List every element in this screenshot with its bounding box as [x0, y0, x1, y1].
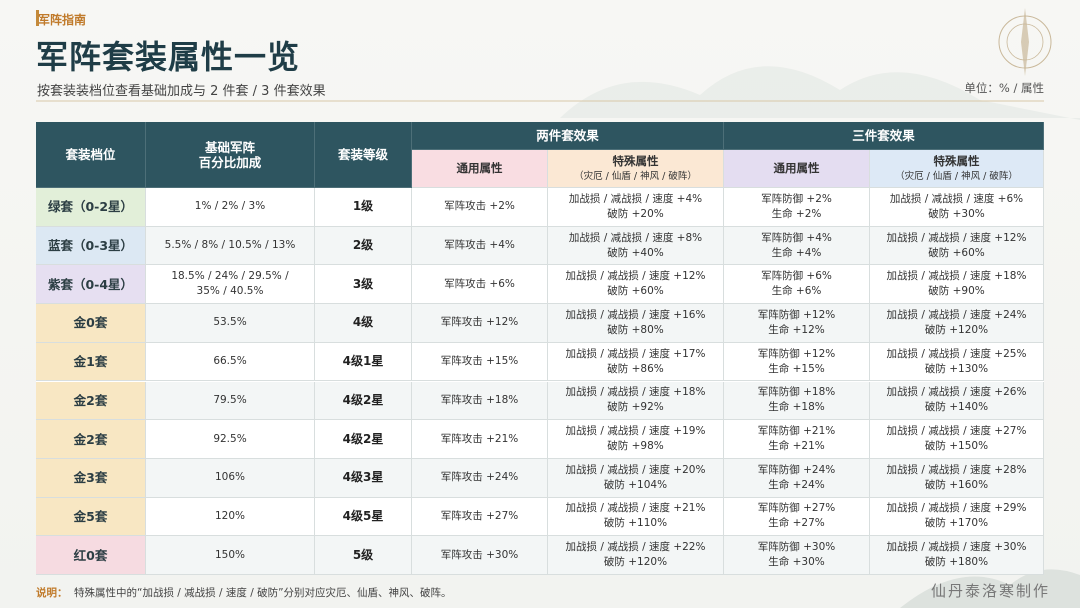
- cell-text: 加战损 / 减战损 / 速度 +29% 破防 +170%: [870, 497, 1044, 537]
- cell-text: 军阵攻击 +12%: [412, 304, 548, 343]
- signature: 仙丹泰洛寒制作: [930, 582, 1050, 600]
- cell-text: 1% / 2% / 3%: [146, 188, 315, 227]
- cell-text: 加战损 / 减战损 / 速度 +20% 破防 +104%: [548, 458, 724, 498]
- cell-text: 军阵攻击 +24%: [412, 458, 548, 498]
- cell-text: 92.5%: [146, 420, 315, 459]
- header-general: 通用属性: [412, 150, 548, 188]
- cell-text: 加战损 / 减战损 / 速度 +25% 破防 +130%: [870, 342, 1044, 382]
- cell-text: 军阵防御 +6% 生命 +6%: [724, 265, 870, 305]
- cell-text: 加战损 / 减战损 / 速度 +18% 破防 +90%: [870, 265, 1044, 305]
- cell-text: 加战损 / 减战损 / 速度 +18% 破防 +92%: [548, 381, 724, 421]
- cell-text: 加战损 / 减战损 / 速度 +30% 破防 +180%: [870, 536, 1044, 575]
- subtitle: 按套装装档位查看基础加成与 2 件套 / 3 件套效果: [37, 84, 326, 99]
- cell-text: 120%: [146, 497, 315, 537]
- footer-label: 说明：: [36, 587, 68, 599]
- cell-text: 军阵防御 +30% 生命 +30%: [724, 536, 870, 575]
- cell-text: 5.5% / 8% / 10.5% / 13%: [146, 226, 315, 266]
- header-special-note: （灾厄 / 仙盾 / 神风 / 破阵）: [574, 170, 697, 182]
- cell-text: 加战损 / 减战损 / 速度 +27% 破防 +150%: [870, 420, 1044, 459]
- cell-text: 150%: [146, 536, 315, 575]
- header-special: 特殊属性 （灾厄 / 仙盾 / 神风 / 破阵）: [548, 150, 724, 188]
- cell-text: 军阵防御 +2% 生命 +2%: [724, 188, 870, 227]
- cell-text: 军阵攻击 +2%: [412, 188, 548, 227]
- cell-text: 军阵攻击 +18%: [412, 381, 548, 421]
- cell-text: 军阵防御 +12% 生命 +15%: [724, 342, 870, 382]
- cell-text: 军阵防御 +24% 生命 +24%: [724, 458, 870, 498]
- cell-text: 加战损 / 减战损 / 速度 +21% 破防 +110%: [548, 497, 724, 537]
- header-special-note: （灾厄 / 仙盾 / 神风 / 破阵）: [895, 170, 1018, 182]
- cell-text: 加战损 / 减战损 / 速度 +4% 破防 +20%: [548, 188, 724, 227]
- header-two-piece: 两件套效果: [412, 122, 724, 150]
- cell-text: 军阵防御 +4% 生命 +4%: [724, 226, 870, 266]
- cell-text: 4级: [315, 304, 412, 343]
- cell-text: 加战损 / 减战损 / 速度 +17% 破防 +86%: [548, 342, 724, 382]
- header-special-title: 特殊属性: [933, 153, 980, 168]
- cell-text: 加战损 / 减战损 / 速度 +22% 破防 +120%: [548, 536, 724, 575]
- cell-text: 军阵攻击 +4%: [412, 226, 548, 266]
- cell-text: 加战损 / 减战损 / 速度 +12% 破防 +60%: [870, 226, 1044, 266]
- header-general: 通用属性: [724, 150, 870, 188]
- tier-cell: 金3套: [36, 458, 146, 498]
- tier-cell: 金0套: [36, 304, 146, 343]
- footer-note: 特殊属性中的“加战损 / 减战损 / 速度 / 破防”分别对应灾厄、仙盾、神风、…: [74, 587, 452, 599]
- cell-text: 4级2星: [315, 420, 412, 459]
- tier-cell: 金5套: [36, 497, 146, 537]
- header-special-title: 特殊属性: [612, 153, 659, 168]
- header-tier: 套装档位: [36, 122, 146, 188]
- title: 军阵套装属性一览: [36, 38, 301, 76]
- cell-text: 军阵攻击 +6%: [412, 265, 548, 305]
- tier-cell: 绿套（0-2星）: [36, 188, 146, 227]
- tier-cell: 蓝套（0-3星）: [36, 226, 146, 266]
- tier-cell: 金2套: [36, 420, 146, 459]
- cell-text: 军阵防御 +27% 生命 +27%: [724, 497, 870, 537]
- cell-text: 加战损 / 减战损 / 速度 +8% 破防 +40%: [548, 226, 724, 266]
- cell-text: 5级: [315, 536, 412, 575]
- cell-text: 1级: [315, 188, 412, 227]
- header-level: 套装等级: [315, 122, 412, 188]
- cell-text: 3级: [315, 265, 412, 305]
- cell-text: 4级3星: [315, 458, 412, 498]
- header-special: 特殊属性 （灾厄 / 仙盾 / 神风 / 破阵）: [870, 150, 1044, 188]
- cell-text: 军阵攻击 +21%: [412, 420, 548, 459]
- cell-text: 79.5%: [146, 381, 315, 421]
- cell-text: 军阵攻击 +27%: [412, 497, 548, 537]
- cell-text: 4级1星: [315, 342, 412, 382]
- cell-text: 加战损 / 减战损 / 速度 +19% 破防 +98%: [548, 420, 724, 459]
- cell-text: 106%: [146, 458, 315, 498]
- cell-text: 加战损 / 减战损 / 速度 +26% 破防 +140%: [870, 381, 1044, 421]
- cell-text: 军阵攻击 +15%: [412, 342, 548, 382]
- table: 套装档位 基础军阵 百分比加成 套装等级 两件套效果 三件套效果 通用属性 特殊属性 （灾厄 …: [36, 122, 1044, 575]
- cell-text: 军阵攻击 +30%: [412, 536, 548, 575]
- unit: 单位：% / 属性: [964, 81, 1044, 95]
- cell-text: 66.5%: [146, 342, 315, 382]
- cell-text: 军阵防御 +18% 生命 +18%: [724, 381, 870, 421]
- cell-text: 加战损 / 减战损 / 速度 +28% 破防 +160%: [870, 458, 1044, 498]
- cell-text: 18.5% / 24% / 29.5% / 35% / 40.5%: [146, 265, 315, 305]
- tier-cell: 红0套: [36, 536, 146, 575]
- tier-cell: 金2套: [36, 381, 146, 421]
- cell-text: 加战损 / 减战损 / 速度 +12% 破防 +60%: [548, 265, 724, 305]
- kicker: 军阵指南: [38, 13, 87, 27]
- header-base: 基础军阵 百分比加成: [146, 122, 315, 188]
- cell-text: 2级: [315, 226, 412, 266]
- cell-text: 军阵防御 +12% 生命 +12%: [724, 304, 870, 343]
- cell-text: 4级5星: [315, 497, 412, 537]
- cell-text: 加战损 / 减战损 / 速度 +6% 破防 +30%: [870, 188, 1044, 227]
- tier-cell: 紫套（0-4星）: [36, 265, 146, 305]
- cell-text: 军阵防御 +21% 生命 +21%: [724, 420, 870, 459]
- tier-cell: 金1套: [36, 342, 146, 382]
- cell-text: 4级2星: [315, 381, 412, 421]
- header-three-piece: 三件套效果: [724, 122, 1044, 150]
- cell-text: 加战损 / 减战损 / 速度 +16% 破防 +80%: [548, 304, 724, 343]
- cell-text: 加战损 / 减战损 / 速度 +24% 破防 +120%: [870, 304, 1044, 343]
- cell-text: 53.5%: [146, 304, 315, 343]
